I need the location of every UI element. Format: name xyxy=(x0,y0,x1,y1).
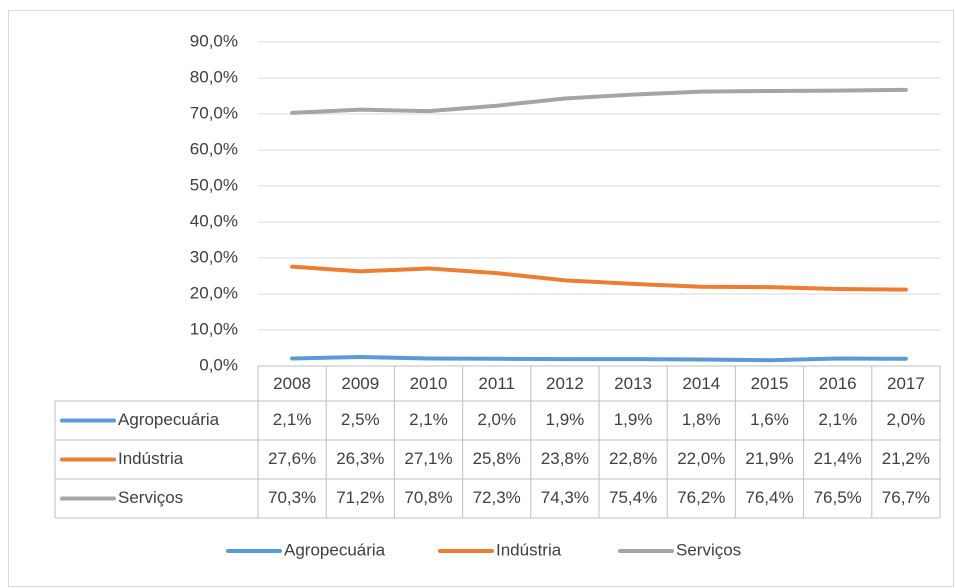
x-tick-label: 2011 xyxy=(478,374,515,393)
table-value: 2,5% xyxy=(341,410,380,429)
table-value: 23,8% xyxy=(541,449,589,468)
x-tick-label: 2009 xyxy=(341,374,379,393)
table-value: 70,3% xyxy=(268,488,316,507)
table-value: 2,0% xyxy=(887,410,926,429)
table-value: 27,1% xyxy=(404,449,452,468)
legend-label: Agropecuária xyxy=(284,540,386,559)
x-tick-label: 2016 xyxy=(819,374,857,393)
table-value: 21,4% xyxy=(814,449,862,468)
table-value: 1,9% xyxy=(546,410,585,429)
y-tick-label: 80,0% xyxy=(190,67,238,86)
table-value: 75,4% xyxy=(609,488,657,507)
table-value: 1,9% xyxy=(614,410,653,429)
series-line xyxy=(290,264,908,292)
table-value: 21,9% xyxy=(745,449,793,468)
legend-label: Indústria xyxy=(496,540,562,559)
y-tick-label: 20,0% xyxy=(190,283,238,302)
x-tick-label: 2010 xyxy=(410,374,448,393)
table-value: 71,2% xyxy=(336,488,384,507)
table-value: 22,8% xyxy=(609,449,657,468)
x-tick-label: 2013 xyxy=(614,374,652,393)
y-tick-label: 60,0% xyxy=(190,139,238,158)
table-row-label: Agropecuária xyxy=(118,410,220,429)
x-tick-label: 2008 xyxy=(273,374,311,393)
table-value: 26,3% xyxy=(336,449,384,468)
x-tick-label: 2014 xyxy=(682,374,720,393)
y-tick-label: 10,0% xyxy=(190,319,238,338)
y-tick-label: 50,0% xyxy=(190,175,238,194)
table-row-label: Indústria xyxy=(118,449,184,468)
table-value: 76,4% xyxy=(745,488,793,507)
table-value: 2,0% xyxy=(477,410,516,429)
x-tick-label: 2012 xyxy=(546,374,584,393)
y-tick-label: 0,0% xyxy=(199,355,238,374)
table-value: 2,1% xyxy=(409,410,448,429)
x-tick-label: 2017 xyxy=(887,374,925,393)
table-value: 76,2% xyxy=(677,488,725,507)
series-line xyxy=(290,87,908,115)
series-line xyxy=(290,355,908,363)
table-value: 1,8% xyxy=(682,410,721,429)
table-value: 21,2% xyxy=(882,449,930,468)
table-value: 22,0% xyxy=(677,449,725,468)
table-value: 76,5% xyxy=(814,488,862,507)
y-tick-label: 40,0% xyxy=(190,211,238,230)
x-tick-label: 2015 xyxy=(751,374,789,393)
y-tick-label: 90,0% xyxy=(190,31,238,50)
y-tick-label: 30,0% xyxy=(190,247,238,266)
table-value: 2,1% xyxy=(273,410,312,429)
table-value: 70,8% xyxy=(404,488,452,507)
y-tick-label: 70,0% xyxy=(190,103,238,122)
table-value: 2,1% xyxy=(818,410,857,429)
table-value: 76,7% xyxy=(882,488,930,507)
table-value: 25,8% xyxy=(473,449,521,468)
table-value: 72,3% xyxy=(473,488,521,507)
table-value: 1,6% xyxy=(750,410,789,429)
table-value: 27,6% xyxy=(268,449,316,468)
legend-label: Serviços xyxy=(676,540,741,559)
table-row-label: Serviços xyxy=(118,488,183,507)
table-value: 74,3% xyxy=(541,488,589,507)
